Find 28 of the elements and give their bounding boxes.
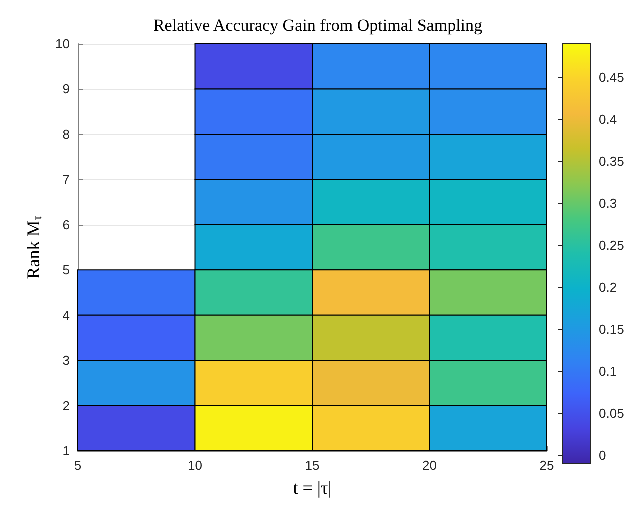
color-bar-label: 0.45 xyxy=(599,70,624,86)
y-tick-label: 3 xyxy=(62,353,70,368)
color-bar-label: 0.3 xyxy=(599,196,618,212)
x-tick-label: 25 xyxy=(540,458,554,473)
y-tick-label: 5 xyxy=(62,262,70,278)
y-axis-title: Rank Mτ xyxy=(24,216,44,280)
x-tick-label: 15 xyxy=(305,458,320,473)
chart-title: Relative Accuracy Gain from Optimal Sampling xyxy=(153,16,484,35)
color-bar-label: 0.05 xyxy=(599,406,624,422)
x-tick-label: 5 xyxy=(74,458,82,473)
color-bar-label: 0.2 xyxy=(599,280,618,296)
color-bar-label: 0.35 xyxy=(599,154,624,170)
y-tick-label: 2 xyxy=(62,398,70,414)
color-bar-label: 0.15 xyxy=(599,322,624,338)
y-tick-label: 6 xyxy=(62,217,70,232)
y-tick-label: 8 xyxy=(62,126,70,142)
color-bar-label: 0 xyxy=(599,448,606,464)
y-tick-label: 4 xyxy=(62,308,70,323)
y-tick-label: 7 xyxy=(62,172,70,188)
x-tick-label: 20 xyxy=(422,458,437,473)
y-tick-label: 10 xyxy=(56,36,70,52)
x-axis-title: t = |τ| xyxy=(293,478,332,498)
y-tick-label: 1 xyxy=(62,444,70,458)
x-tick-label: 10 xyxy=(188,458,202,473)
y-tick-label: 9 xyxy=(62,82,70,97)
color-bar-label: 0.25 xyxy=(599,238,624,254)
color-bar-label: 0.4 xyxy=(599,112,618,128)
color-bar-label: 0.1 xyxy=(599,364,618,380)
